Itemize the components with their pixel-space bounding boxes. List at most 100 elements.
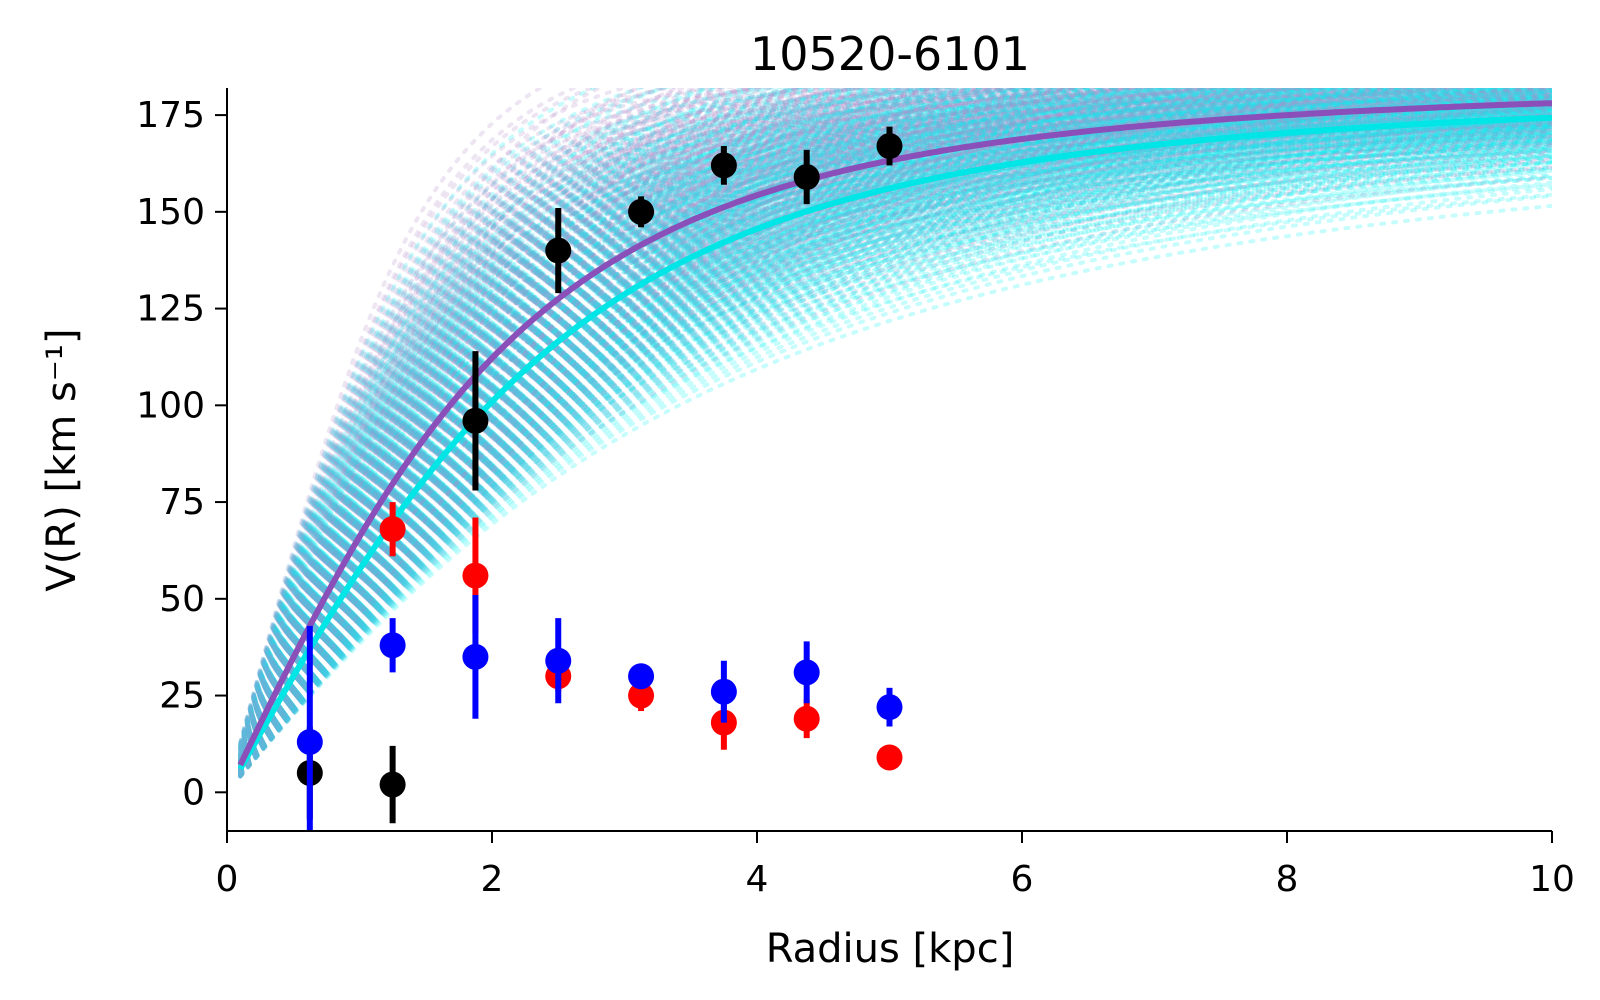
x-tick-label: 4: [746, 859, 769, 900]
model-sample-curve: [238, 175, 1552, 779]
model-sample-curve: [238, 170, 1552, 773]
model-sample-curve: [238, 130, 1552, 763]
model-sample-curve: [238, 115, 1552, 765]
model-sample-curve: [238, 145, 1552, 763]
model-sample-curve: [238, 130, 1552, 759]
model-sample-curve: [238, 137, 1552, 777]
model-sample-curve: [238, 147, 1552, 771]
model-sample-curve: [238, 139, 1552, 765]
model-sample-curve: [238, 141, 1552, 770]
x-tick-label: 10: [1529, 859, 1575, 900]
model-sample-curve: [238, 124, 1552, 765]
y-tick-label: 150: [136, 192, 205, 233]
model-sample-curve: [238, 144, 1552, 771]
model-sample-curve: [238, 137, 1552, 768]
model-sample-curve: [238, 99, 1552, 764]
model-sample-curve: [238, 134, 1552, 765]
x-axis-ticks: 0 2 4 6 8 10: [216, 831, 1575, 900]
model-sample-curve: [238, 192, 1552, 777]
model-sample-curve: [238, 126, 1552, 767]
model-sample-curve: [238, 117, 1552, 763]
data-point-s0-p6: [793, 164, 820, 191]
model-sample-curve: [238, 155, 1552, 777]
model-sample-curve: [238, 132, 1552, 771]
model-sample-curve: [238, 96, 1552, 751]
x-tick-label: 2: [481, 859, 504, 900]
model-sample-curve: [238, 97, 1552, 758]
model-sample-curve: [238, 160, 1552, 773]
model-sample-curve: [238, 119, 1552, 774]
model-sample-curve: [238, 149, 1552, 769]
x-tick-label: 6: [1011, 859, 1034, 900]
data-point-s0-p7: [876, 133, 903, 160]
y-tick-label: 100: [136, 385, 205, 426]
model-sample-curve: [238, 128, 1552, 779]
model-sample-curve: [238, 98, 1552, 762]
data-point-s2-p6: [793, 659, 820, 686]
model-sample-curve: [238, 115, 1552, 774]
model-sample-curve: [238, 143, 1552, 776]
model-sample-curve: [238, 134, 1552, 774]
y-axis-label: V(R) [km s⁻¹]: [39, 328, 85, 591]
model-sample-curve: [238, 122, 1552, 765]
model-sample-curve: [238, 132, 1552, 776]
model-sample-curve: [238, 100, 1552, 767]
y-tick-label: 25: [159, 676, 205, 717]
model-sample-curve: [238, 141, 1552, 774]
data-point-s0-p3: [545, 237, 572, 264]
model-sample-curve: [238, 165, 1552, 774]
data-point-s1-p5: [793, 705, 820, 732]
data-point-s1-p1: [462, 562, 489, 589]
model-sample-curve: [238, 130, 1552, 776]
model-sample-curve: [238, 111, 1552, 762]
model-sample-curve: [238, 127, 1552, 774]
model-sample-curve: [238, 115, 1552, 752]
data-point-s2-p7: [876, 694, 903, 721]
model-sample-curve: [238, 113, 1552, 773]
y-tick-label: 0: [182, 772, 205, 813]
model-sample-curve: [238, 127, 1552, 774]
model-sample-curve: [238, 193, 1552, 779]
model-sample-curve: [238, 108, 1552, 758]
y-tick-label: 125: [136, 289, 205, 330]
data-point-s2-p2: [462, 643, 489, 670]
data-point-s2-p4: [628, 663, 655, 690]
model-sample-curve: [238, 123, 1552, 777]
model-sample-curve: [238, 137, 1552, 773]
model-sample-curve: [238, 127, 1552, 759]
data-point-s0-p1: [379, 771, 406, 798]
model-sample-curve: [238, 120, 1552, 768]
model-sample-curve: [238, 150, 1552, 765]
model-sample-curve: [238, 156, 1552, 779]
model-sample-curve: [238, 148, 1552, 776]
model-sample-curve: [238, 160, 1552, 770]
model-sample-curve: [238, 138, 1552, 774]
data-point-s1-p6: [876, 744, 903, 771]
model-sample-curve: [238, 203, 1552, 779]
y-tick-label: 75: [159, 482, 205, 523]
model-sample-curve: [238, 141, 1552, 759]
model-sample-curve: [238, 142, 1552, 769]
model-sample-curve: [238, 119, 1552, 762]
model-sample-curve: [238, 122, 1552, 758]
data-point-s0-p4: [628, 198, 655, 225]
model-sample-curve: [238, 103, 1552, 752]
model-sample-curve: [238, 145, 1552, 779]
x-tick-label: 8: [1276, 859, 1299, 900]
y-tick-label: 175: [136, 95, 205, 136]
data-point-s2-p5: [710, 678, 737, 705]
model-sample-curve: [238, 99, 1552, 751]
x-axis-label: Radius [kpc]: [766, 926, 1015, 972]
x-tick-label: 0: [216, 859, 239, 900]
model-sample-curve: [238, 105, 1552, 759]
model-sample-curve: [238, 132, 1552, 765]
y-axis-ticks: 0 25 50 75 100 125 150 175: [136, 95, 227, 813]
data-point-s2-p0: [296, 728, 323, 755]
model-sample-curve: [238, 158, 1552, 774]
data-point-s2-p3: [545, 647, 572, 674]
model-sample-curve: [238, 113, 1552, 771]
model-sample-curve: [238, 113, 1552, 765]
model-sample-curve: [238, 101, 1552, 758]
model-sample-curve: [238, 130, 1552, 772]
